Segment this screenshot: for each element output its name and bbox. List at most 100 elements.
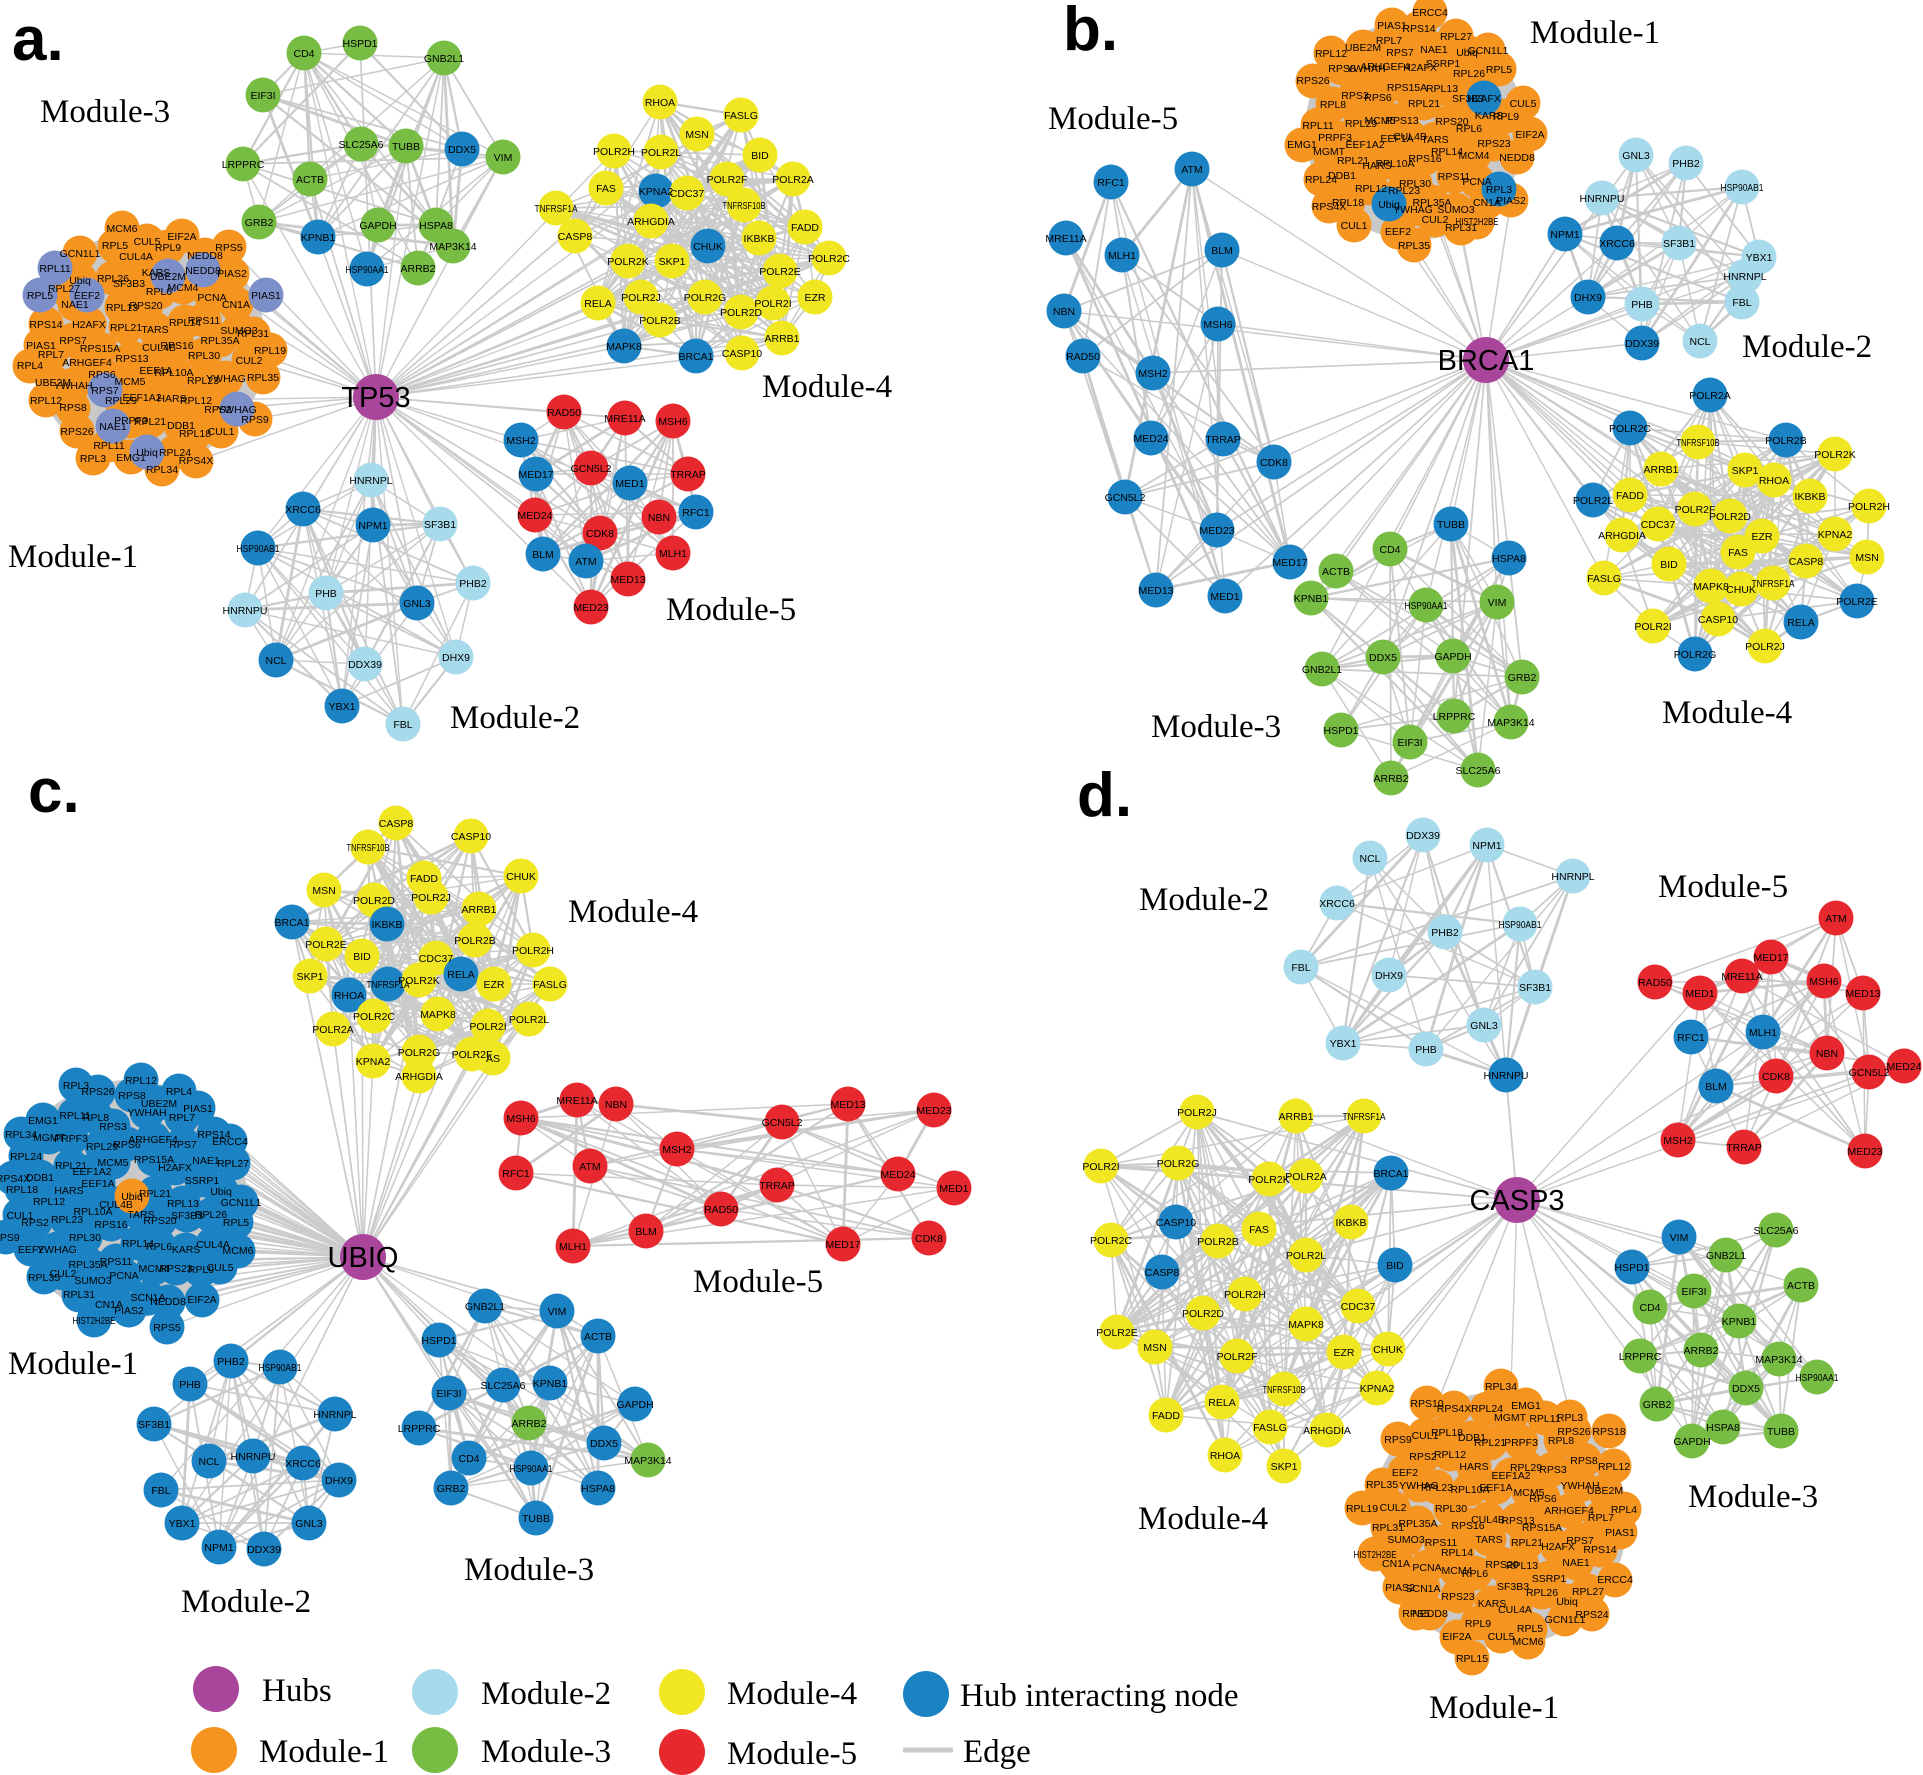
svg-text:CASP8: CASP8	[558, 231, 593, 243]
svg-text:DHX9: DHX9	[1375, 970, 1403, 982]
svg-text:EIF2A: EIF2A	[1442, 1631, 1471, 1643]
svg-text:MED1: MED1	[615, 478, 644, 490]
svg-text:PIAS1: PIAS1	[251, 290, 281, 302]
svg-text:EEF1A2: EEF1A2	[1345, 139, 1384, 151]
svg-text:CASP8: CASP8	[1789, 556, 1824, 568]
svg-text:RAD50: RAD50	[704, 1204, 738, 1216]
svg-text:HARS: HARS	[157, 393, 186, 405]
svg-text:RPL24: RPL24	[1471, 1403, 1503, 1415]
svg-text:RPL11: RPL11	[93, 440, 124, 452]
svg-text:RPS15A: RPS15A	[80, 343, 120, 355]
svg-text:RPL12: RPL12	[180, 395, 212, 407]
svg-text:RPL3: RPL3	[80, 453, 106, 465]
svg-text:RPS7: RPS7	[91, 385, 119, 397]
svg-text:RPS8: RPS8	[1328, 63, 1356, 75]
svg-text:CUL5: CUL5	[1488, 1631, 1515, 1643]
svg-text:RPS4X: RPS4X	[0, 1173, 30, 1185]
svg-text:RPS13: RPS13	[1385, 115, 1418, 127]
svg-text:CDK8: CDK8	[1762, 1071, 1790, 1083]
svg-text:RPS14: RPS14	[1402, 23, 1435, 35]
svg-text:Hubs: Hubs	[262, 1673, 332, 1709]
svg-text:ACTB: ACTB	[296, 174, 324, 186]
svg-text:LRPPRC: LRPPRC	[1433, 711, 1476, 723]
svg-text:RELA: RELA	[1787, 617, 1814, 629]
svg-text:FADD: FADD	[1152, 1410, 1180, 1422]
svg-text:RPS10: RPS10	[1410, 1398, 1443, 1410]
svg-text:MCM4: MCM4	[139, 1263, 170, 1275]
svg-text:POLR2E: POLR2E	[1836, 596, 1877, 608]
svg-text:POLR2A: POLR2A	[1689, 390, 1730, 402]
svg-text:RPS7: RPS7	[1566, 1535, 1594, 1547]
svg-text:DDX5: DDX5	[590, 1438, 618, 1450]
svg-text:MED23: MED23	[573, 602, 608, 614]
svg-text:HSP90AB1: HSP90AB1	[1499, 919, 1542, 931]
svg-text:IKBKB: IKBKB	[1795, 491, 1826, 503]
svg-text:ARRB1: ARRB1	[764, 333, 799, 345]
svg-text:RPS11: RPS11	[1425, 1537, 1458, 1549]
svg-text:HNRNPU: HNRNPU	[1580, 193, 1625, 205]
svg-text:NAE1: NAE1	[99, 421, 127, 433]
svg-text:ARHGEF4: ARHGEF4	[128, 1134, 178, 1146]
svg-text:FAS: FAS	[1728, 547, 1748, 559]
svg-text:H2AFX: H2AFX	[1541, 1541, 1575, 1553]
svg-text:RPL35: RPL35	[1366, 1479, 1398, 1491]
svg-text:LRPPRC: LRPPRC	[1619, 1351, 1662, 1363]
svg-text:Ubiq: Ubiq	[1378, 199, 1400, 211]
svg-text:PHB: PHB	[315, 588, 337, 600]
svg-text:RPL18: RPL18	[1332, 197, 1364, 209]
svg-text:FADD: FADD	[1616, 490, 1644, 502]
svg-text:POLR2B: POLR2B	[454, 935, 495, 947]
svg-text:Ubiq: Ubiq	[1556, 1596, 1578, 1608]
svg-text:RPS11: RPS11	[188, 315, 221, 327]
svg-text:DHX9: DHX9	[1574, 292, 1602, 304]
svg-text:TNFRSF10B: TNFRSF10B	[347, 842, 390, 854]
svg-text:POLR2D: POLR2D	[720, 307, 762, 319]
svg-text:YWHAG: YWHAG	[1393, 204, 1433, 216]
svg-text:RPL21: RPL21	[139, 1188, 171, 1200]
svg-text:YWHAG: YWHAG	[206, 373, 246, 385]
svg-text:MCM6: MCM6	[107, 223, 138, 235]
svg-text:Module-5: Module-5	[1048, 101, 1178, 137]
svg-text:RPS26: RPS26	[1557, 1426, 1590, 1438]
svg-text:NAE1: NAE1	[192, 1155, 220, 1167]
svg-text:MED24: MED24	[1886, 1061, 1921, 1073]
svg-text:SSRP1: SSRP1	[1532, 1573, 1567, 1585]
svg-text:SSRP1: SSRP1	[185, 1175, 220, 1187]
svg-text:EIF3I: EIF3I	[1397, 737, 1422, 749]
svg-text:RPS6: RPS6	[1364, 92, 1392, 104]
svg-text:PRPF3: PRPF3	[54, 1133, 88, 1145]
svg-text:VIM: VIM	[494, 152, 513, 164]
svg-text:HSPD1: HSPD1	[342, 38, 377, 50]
svg-text:CASP10: CASP10	[722, 348, 762, 360]
svg-text:MSN: MSN	[312, 885, 335, 897]
svg-text:Module-1: Module-1	[8, 1346, 138, 1382]
svg-text:ACTB: ACTB	[1787, 1280, 1815, 1292]
svg-text:MAPK8: MAPK8	[1693, 581, 1729, 593]
svg-text:PCNA: PCNA	[1412, 1562, 1441, 1574]
svg-text:RPS23: RPS23	[159, 1263, 192, 1275]
svg-text:EZR: EZR	[805, 292, 826, 304]
svg-text:SUMO3: SUMO3	[1437, 204, 1475, 216]
svg-text:DDB1: DDB1	[1328, 170, 1356, 182]
svg-text:CASP8: CASP8	[1145, 1267, 1180, 1279]
svg-text:BID: BID	[1386, 1260, 1404, 1272]
svg-text:RPL12: RPL12	[125, 1075, 157, 1087]
svg-text:PHB2: PHB2	[1431, 927, 1459, 939]
svg-text:RPS15A: RPS15A	[1522, 1522, 1562, 1534]
svg-text:POLR2K: POLR2K	[398, 975, 439, 987]
svg-text:RPL3: RPL3	[1486, 184, 1512, 196]
svg-text:RPL14: RPL14	[1431, 146, 1463, 158]
svg-text:POLR2I: POLR2I	[754, 298, 791, 310]
svg-text:RPL24: RPL24	[1305, 174, 1337, 186]
svg-text:RPS5: RPS5	[215, 242, 243, 254]
svg-text:ARRB2: ARRB2	[1373, 773, 1408, 785]
svg-text:TP53: TP53	[341, 382, 410, 414]
svg-text:KPNB1: KPNB1	[1722, 1316, 1757, 1328]
svg-text:POLR2C: POLR2C	[353, 1011, 395, 1023]
svg-text:PIAS1: PIAS1	[1605, 1527, 1635, 1539]
svg-text:EEF2: EEF2	[1385, 226, 1411, 238]
svg-text:CUL4B: CUL4B	[1471, 1514, 1505, 1526]
svg-text:RPS3: RPS3	[1539, 1464, 1567, 1476]
svg-text:ARRB2: ARRB2	[1683, 1345, 1718, 1357]
svg-text:a.: a.	[12, 5, 64, 74]
